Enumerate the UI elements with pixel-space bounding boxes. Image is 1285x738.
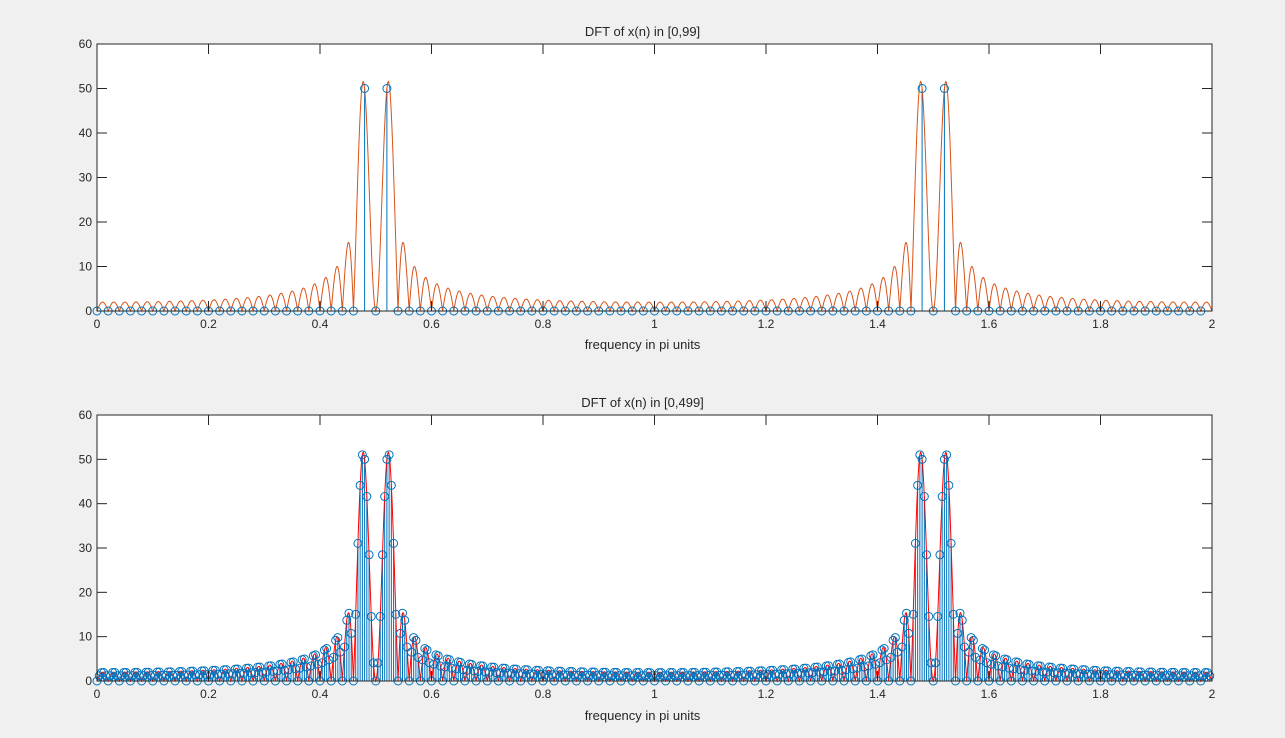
y-tick-label: 40 [79,497,93,511]
dft-stems [364,88,945,311]
y-tick-label: 10 [79,260,93,274]
dft-markers [92,450,1215,686]
x-tick-label: 0.2 [200,687,217,701]
x-tick-label: 1.4 [869,317,886,331]
bottom-chart-title: DFT of x(n) in [0,499] [581,395,704,410]
x-tick-label: 1 [651,317,658,331]
x-tick-label: 1.8 [1092,317,1109,331]
top-chart-title: DFT of x(n) in [0,99] [584,24,701,39]
x-tick-label: 2 [1209,687,1216,701]
y-tick-label: 30 [79,541,93,555]
x-tick-label: 1.2 [758,687,775,701]
y-tick-label: 40 [79,126,93,140]
x-tick-label: 0.4 [312,687,329,701]
y-tick-label: 50 [79,452,93,466]
x-tick-label: 1.2 [758,317,775,331]
y-tick-label: 60 [79,408,93,422]
x-tick-label: 1.6 [981,687,998,701]
x-tick-label: 0.6 [423,687,440,701]
x-tick-label: 0.8 [535,317,552,331]
x-tick-label: 0.2 [200,317,217,331]
x-tick-label: 1.4 [869,687,886,701]
x-tick-label: 0.8 [535,687,552,701]
y-tick-label: 20 [79,215,93,229]
x-tick-label: 1 [651,687,658,701]
x-tick-label: 0 [94,687,101,701]
x-tick-label: 0.6 [423,317,440,331]
x-tick-label: 0.4 [312,317,329,331]
x-tick-label: 0 [94,317,101,331]
x-tick-label: 1.8 [1092,687,1109,701]
y-tick-label: 60 [79,37,93,51]
x-tick-label: 2 [1209,317,1216,331]
top-chart-xlabel: frequency in pi units [584,337,701,352]
y-tick-label: 0 [85,674,92,688]
y-tick-label: 10 [79,630,93,644]
y-tick-label: 30 [79,171,93,185]
bottom-chart-xlabel: frequency in pi units [584,708,701,723]
x-tick-label: 1.6 [981,317,998,331]
y-tick-label: 20 [79,585,93,599]
y-tick-label: 50 [79,82,93,96]
y-tick-label: 0 [85,304,92,318]
